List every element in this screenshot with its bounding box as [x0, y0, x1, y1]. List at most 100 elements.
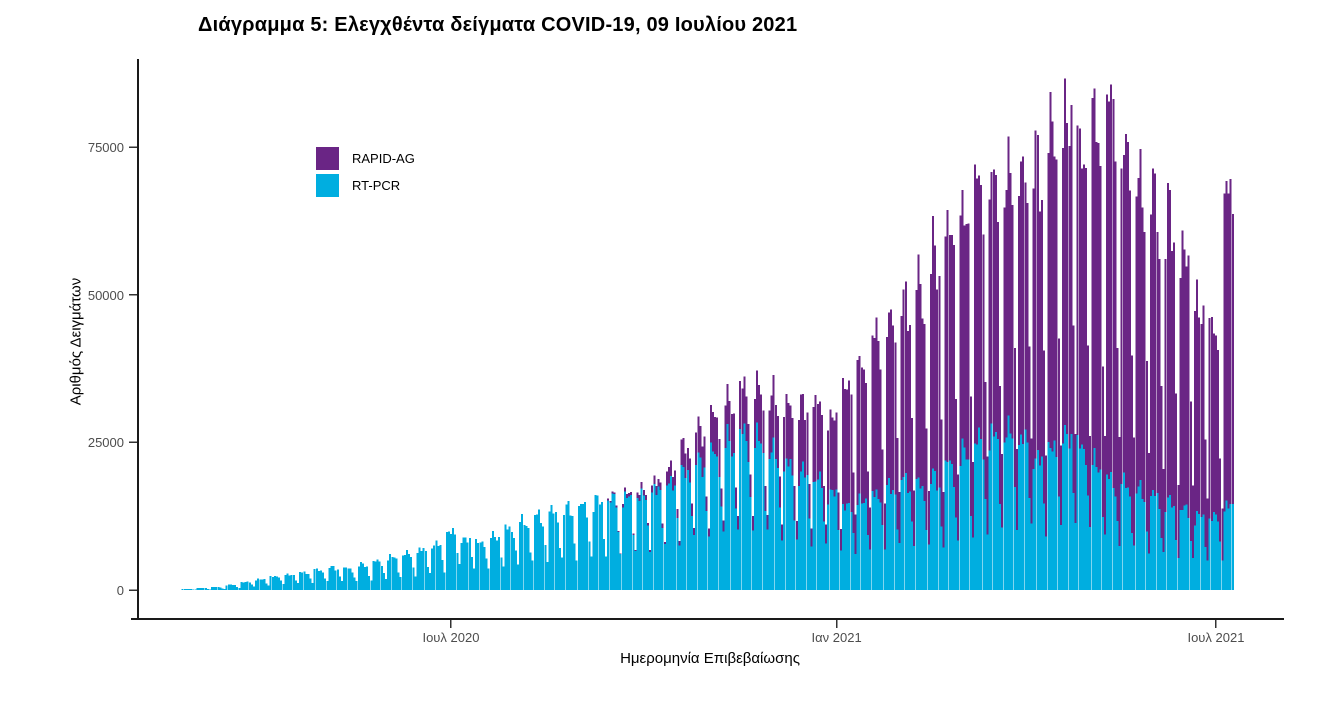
bar-segment: [797, 486, 800, 590]
bar-segment: [296, 582, 299, 590]
bar-segment: [644, 495, 647, 500]
bar-segment: [640, 488, 643, 590]
bar-segment: [1202, 305, 1205, 515]
bar-segment: [936, 289, 939, 491]
bar-segment: [1072, 325, 1075, 493]
bar-segment: [992, 436, 995, 590]
bar-segment: [546, 561, 549, 590]
bar-segment: [1078, 448, 1081, 590]
bar-segment: [630, 494, 633, 590]
bar-segment: [781, 524, 784, 541]
bar-segment: [1118, 546, 1121, 590]
bar-segment: [1036, 449, 1039, 590]
bar-segment: [774, 404, 777, 459]
bar-segment: [1227, 508, 1230, 590]
bar-segment: [1177, 484, 1180, 559]
bar-segment: [858, 493, 861, 590]
bar-segment: [514, 550, 517, 590]
bar-segment: [810, 546, 813, 590]
bar-segment: [946, 462, 949, 590]
bar-segment: [638, 500, 641, 590]
bar-segment: [202, 588, 205, 590]
bar-segment: [787, 466, 790, 590]
bar-segment: [1131, 533, 1134, 590]
bar-segment: [626, 494, 629, 498]
bar-segment: [1160, 385, 1163, 538]
bar-segment: [1168, 190, 1171, 495]
bar-segment: [971, 462, 974, 538]
bar-segment: [808, 518, 811, 590]
bar-segment: [667, 483, 670, 590]
bar-segment: [1110, 84, 1113, 473]
bar-segment: [278, 577, 281, 590]
bar-segment: [219, 587, 222, 590]
bar-segment: [783, 416, 786, 472]
bar-segment: [196, 588, 199, 590]
y-tick-label: 50000: [87, 287, 124, 303]
bar-segment: [1183, 505, 1186, 590]
bar-segment: [948, 460, 951, 590]
x-axis-title: Ημερομηνία Επιβεβαίωσης: [620, 650, 800, 667]
bar-segment: [1120, 484, 1123, 590]
bar-segment: [743, 376, 746, 424]
bar-segment: [888, 312, 891, 478]
bar-segment: [831, 417, 834, 491]
bar-segment: [1183, 249, 1186, 506]
bar-segment: [919, 488, 922, 590]
bar-segment: [483, 546, 486, 590]
bar-segment: [825, 524, 828, 544]
bar-segment: [959, 215, 962, 466]
bar-segment: [512, 537, 515, 590]
bar-segment: [846, 503, 849, 590]
bar-segment: [317, 571, 320, 590]
bar-segment: [833, 496, 836, 590]
bar-segment: [898, 543, 901, 590]
bar-segment: [1191, 557, 1194, 590]
bar-segment: [332, 566, 335, 590]
bar-segment: [818, 471, 821, 590]
bar-segment: [1156, 232, 1159, 493]
bar-segment: [632, 533, 635, 536]
bar-segment: [1095, 141, 1098, 467]
bar-segment: [774, 458, 777, 590]
bar-segment: [844, 510, 846, 590]
bar-segment: [1007, 136, 1010, 416]
bar-segment: [735, 487, 738, 509]
bar-segment: [709, 442, 712, 590]
bar-segment: [309, 578, 312, 590]
bar-segment: [1032, 188, 1035, 470]
bar-segment: [728, 401, 731, 442]
bar-segment: [288, 575, 291, 590]
bar-segment: [940, 526, 943, 590]
bar-segment: [969, 515, 972, 590]
bar-segment: [330, 566, 333, 590]
bar-segment: [686, 469, 689, 590]
bar-segment: [1196, 511, 1199, 590]
bar-segment: [1189, 540, 1192, 590]
bar-segment: [502, 566, 505, 590]
bar-segment: [1147, 452, 1150, 554]
bar-segment: [1158, 258, 1161, 509]
bar-segment: [904, 473, 907, 590]
bar-segment: [976, 444, 979, 590]
bar-segment: [238, 588, 241, 590]
bar-segment: [1133, 437, 1136, 546]
bar-segment: [810, 528, 813, 547]
bar-segment: [867, 534, 870, 590]
bar-segment: [741, 388, 744, 434]
bar-segment: [255, 580, 258, 590]
bar-segment: [1231, 213, 1234, 504]
bar-segment: [412, 567, 415, 590]
bar-segment: [638, 495, 641, 501]
bar-segment: [636, 492, 639, 498]
bar-segment: [850, 511, 853, 590]
bar-segment: [573, 543, 576, 590]
bar-segment: [705, 496, 708, 512]
bar-segment: [961, 190, 964, 439]
bar-segment: [535, 514, 538, 590]
bar-segment: [1043, 503, 1046, 590]
bar-segment: [1200, 516, 1203, 590]
bar-segment: [793, 520, 796, 590]
bar-segment: [575, 560, 578, 590]
